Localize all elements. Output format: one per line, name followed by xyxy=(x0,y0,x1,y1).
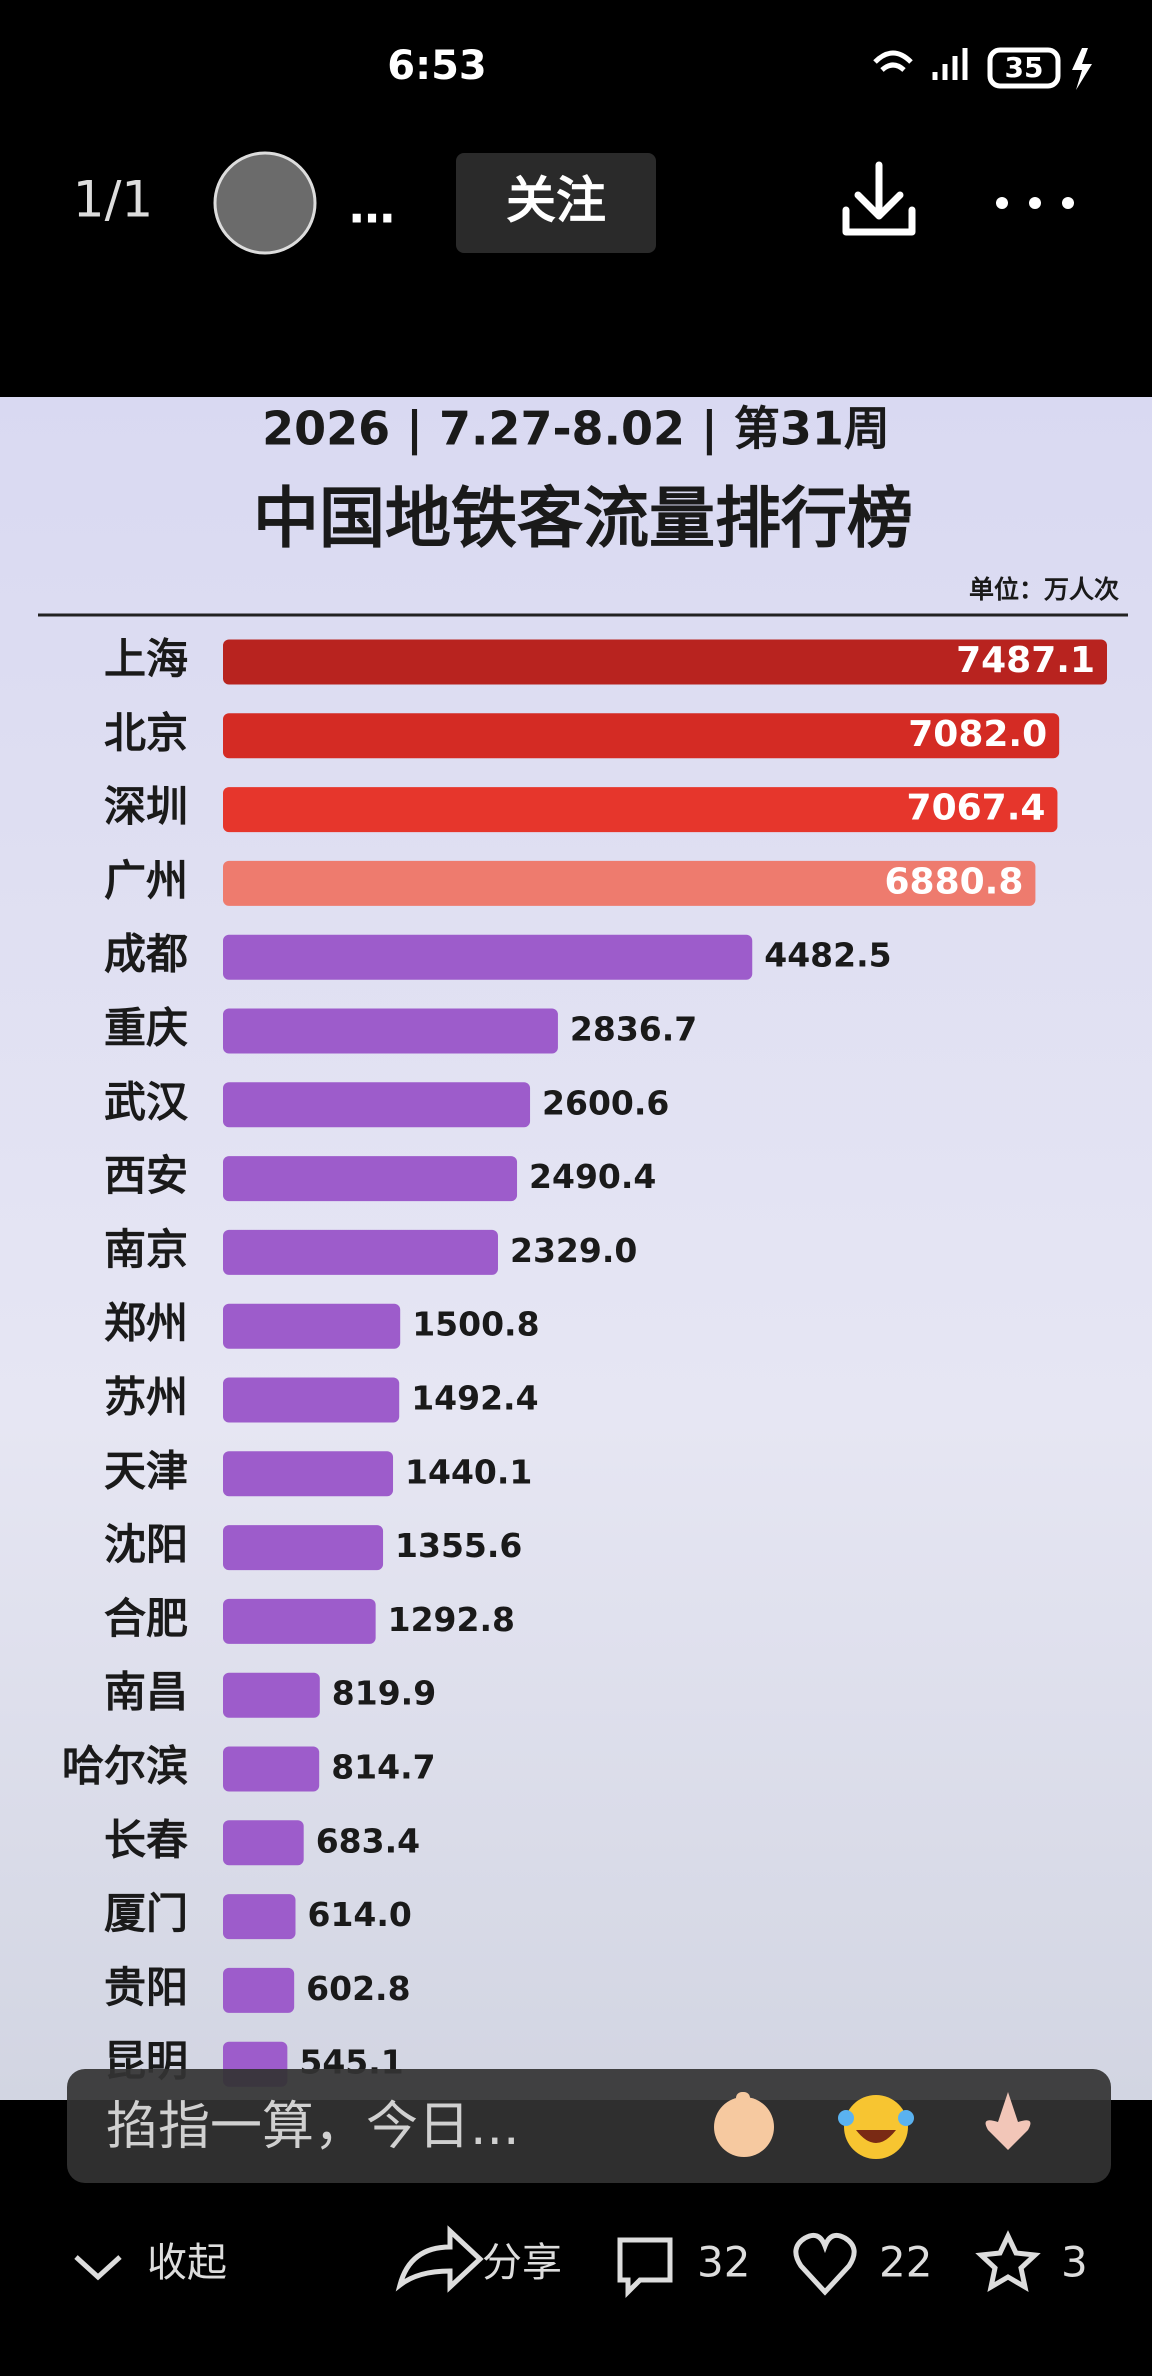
unit-label: 单位：万人次 xyxy=(969,575,1119,604)
bar xyxy=(223,860,1036,906)
category-label: 哈尔滨 xyxy=(62,1742,188,1791)
category-label: 合肥 xyxy=(104,1594,188,1643)
bar xyxy=(223,1746,320,1792)
category-label: 上海 xyxy=(104,635,188,684)
value-label: 602.8 xyxy=(306,1969,410,2008)
value-label: 2490.4 xyxy=(529,1157,656,1196)
bar xyxy=(223,1598,376,1644)
category-label: 天津 xyxy=(104,1446,188,1495)
avatar[interactable] xyxy=(213,151,317,255)
status-time: 6:53 xyxy=(387,43,487,89)
value-label: 819.9 xyxy=(332,1674,436,1713)
follow-label[interactable]: 关注 xyxy=(506,172,606,230)
category-label: 广州 xyxy=(104,856,188,905)
category-label: 西安 xyxy=(104,1151,188,1200)
category-label: 南昌 xyxy=(104,1668,188,1717)
bar xyxy=(223,1303,401,1349)
bar xyxy=(223,1451,394,1497)
value-label: 1500.8 xyxy=(412,1305,539,1344)
category-label: 成都 xyxy=(104,930,188,979)
emoji-pray[interactable] xyxy=(985,2092,1031,2150)
category-label: 北京 xyxy=(104,708,188,757)
share-label[interactable]: 分享 xyxy=(482,2240,562,2286)
signal-icon xyxy=(932,48,968,80)
value-label: 7487.1 xyxy=(956,640,1095,681)
user-name[interactable]: … xyxy=(349,180,395,234)
bar-group: 上海 7487.1 北京 7082.0 深圳 7067.4 广州 6880.8 成都 4482.5… xyxy=(62,635,1107,2087)
page-counter: 1/1 xyxy=(73,171,153,229)
category-label: 南京 xyxy=(104,1225,188,1274)
value-label: 7082.0 xyxy=(908,714,1047,755)
category-label: 武汉 xyxy=(104,1077,189,1126)
bar xyxy=(223,1525,384,1571)
value-label: 814.7 xyxy=(331,1748,435,1787)
bar xyxy=(223,787,1058,833)
bar xyxy=(223,1082,531,1128)
bar xyxy=(223,1008,558,1054)
bar xyxy=(223,713,1060,759)
share-icon[interactable] xyxy=(395,2225,484,2293)
comment-count[interactable]: 32 xyxy=(697,2238,750,2287)
collapse-label[interactable]: 收起 xyxy=(147,2240,227,2286)
battery-level: 35 xyxy=(1005,51,1044,84)
bar xyxy=(223,1820,304,1866)
value-label: 1492.4 xyxy=(411,1379,538,1418)
value-label: 1355.6 xyxy=(395,1526,522,1565)
category-label: 厦门 xyxy=(104,1889,188,1938)
battery-icon xyxy=(987,47,1061,89)
category-label: 贵阳 xyxy=(104,1963,188,2012)
bar xyxy=(223,1229,498,1275)
charging-icon xyxy=(1072,48,1092,90)
status-icons xyxy=(873,47,1092,90)
value-label: 2329.0 xyxy=(510,1231,637,1270)
comment-bar[interactable] xyxy=(67,2069,1111,2183)
bar xyxy=(223,934,753,980)
bar xyxy=(223,1672,320,1718)
bar xyxy=(223,1894,296,1940)
follow-button[interactable] xyxy=(456,153,656,253)
favorite-count[interactable]: 3 xyxy=(1061,2238,1088,2287)
category-label: 长春 xyxy=(104,1815,188,1864)
category-label: 郑州 xyxy=(104,1299,188,1348)
bar xyxy=(223,639,1107,685)
value-label: 6880.8 xyxy=(884,861,1023,902)
like-count[interactable]: 22 xyxy=(879,2238,932,2287)
value-label: 2836.7 xyxy=(570,1010,697,1049)
favorite-icon[interactable] xyxy=(975,2230,1041,2293)
collapse-icon[interactable] xyxy=(74,2255,122,2281)
value-label: 4482.5 xyxy=(764,936,891,975)
category-label: 深圳 xyxy=(104,782,188,831)
comment-icon[interactable] xyxy=(617,2237,673,2299)
wifi-icon xyxy=(873,50,913,72)
chart-subtitle: 中国地铁客流量排行榜 xyxy=(253,480,913,557)
value-label: 614.0 xyxy=(307,1895,411,1934)
chart-title: 2026 | 7.27-8.02 | 第31周 xyxy=(262,402,890,457)
value-label: 1292.8 xyxy=(388,1600,515,1639)
bar xyxy=(223,1156,518,1202)
emoji-laugh[interactable] xyxy=(838,2095,914,2159)
more-button[interactable] xyxy=(996,197,1074,209)
emoji-thumbs-up[interactable] xyxy=(714,2092,774,2157)
value-label: 1440.1 xyxy=(405,1452,532,1491)
category-label: 苏州 xyxy=(104,1373,188,1422)
bar xyxy=(223,1967,295,2013)
category-label: 沈阳 xyxy=(104,1520,188,1569)
value-label: 683.4 xyxy=(316,1821,420,1860)
value-label: 7067.4 xyxy=(907,788,1046,829)
comment-input[interactable]: 掐指一算，今日... xyxy=(106,2097,520,2157)
like-icon[interactable] xyxy=(793,2232,857,2296)
category-label: 重庆 xyxy=(104,1004,188,1053)
download-button[interactable] xyxy=(842,161,916,236)
value-label: 2600.6 xyxy=(542,1083,669,1122)
bar xyxy=(223,1377,400,1423)
